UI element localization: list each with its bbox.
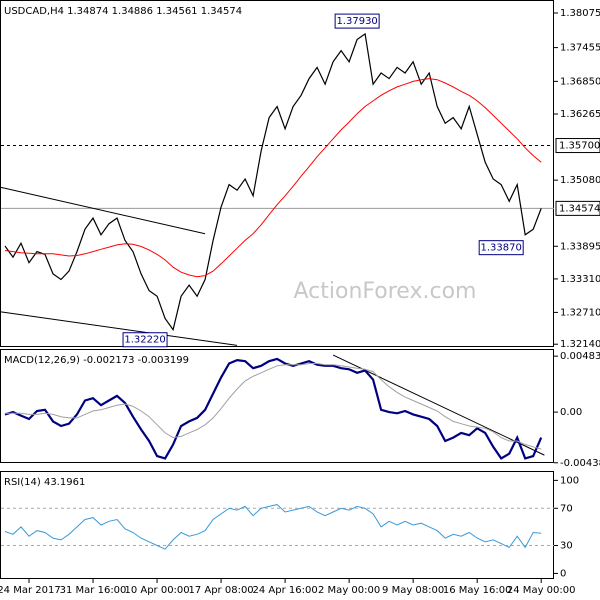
rsi-panel xyxy=(0,471,554,579)
x-tick-label: 10 Apr 00:00 xyxy=(124,585,189,596)
level-label: 1.34574 xyxy=(559,203,600,214)
y-tick-label: 1.32710 xyxy=(560,307,600,318)
x-tick-label: 24 Mar 2017 xyxy=(0,585,61,596)
y-tick-label: 1.35080 xyxy=(560,175,600,186)
x-tick-label: 16 May 16:00 xyxy=(443,585,512,596)
panel-title: MACD(12,26,9) -0.002173 -0.003199 xyxy=(4,355,189,366)
level-label-box xyxy=(555,200,600,216)
x-tick-label: 17 Apr 08:00 xyxy=(188,585,253,596)
y-tick-label: 100 xyxy=(560,475,579,486)
annotation-box xyxy=(478,240,524,256)
y-tick-label: 1.36265 xyxy=(560,109,600,120)
y-tick-label: 0 xyxy=(560,568,566,579)
y-tick-label: 1.33310 xyxy=(560,274,600,285)
y-tick-label: 1.36850 xyxy=(560,76,600,87)
panel-title: RSI(14) 43.1961 xyxy=(4,477,85,488)
y-tick-label: 1.37455 xyxy=(560,43,600,54)
y-tick-label: 1.33895 xyxy=(560,241,600,252)
y-tick-label: 70 xyxy=(560,503,573,514)
level-label: 1.35700 xyxy=(559,141,600,152)
x-tick-label: 2 May 00:00 xyxy=(318,585,380,596)
y-tick-label: -0.004381 xyxy=(560,458,600,469)
macd-panel xyxy=(0,349,554,463)
trendline xyxy=(332,354,545,456)
annotation-label: 1.37930 xyxy=(336,16,377,27)
annotation-box xyxy=(122,332,168,348)
watermark: ActionForex.com xyxy=(294,279,477,304)
y-tick-label: 1.38075 xyxy=(560,8,600,19)
y-tick-label: 0.00 xyxy=(560,407,582,418)
y-tick-label: 1.32140 xyxy=(560,339,600,350)
trendline xyxy=(0,186,206,235)
series-line xyxy=(4,357,543,460)
trendline xyxy=(0,311,238,346)
series-line xyxy=(4,32,542,332)
x-tick-label: 31 Mar 16:00 xyxy=(60,585,127,596)
annotation-box xyxy=(334,13,380,29)
y-tick-label: 30 xyxy=(560,541,573,552)
y-tick-label: 0.004839 xyxy=(560,351,600,362)
annotation-label: 1.33870 xyxy=(481,243,522,254)
series-line xyxy=(4,78,542,278)
series-line xyxy=(4,504,542,550)
x-tick-label: 24 May 00:00 xyxy=(507,585,576,596)
level-label-box xyxy=(555,138,600,154)
price-panel xyxy=(0,0,554,347)
series-line xyxy=(5,363,542,450)
x-tick-label: 9 May 08:00 xyxy=(382,585,444,596)
panel-title: USDCAD,H4 1.34874 1.34886 1.34561 1.3457… xyxy=(4,6,242,17)
annotation-label: 1.32220 xyxy=(124,335,165,346)
x-tick-label: 24 Apr 16:00 xyxy=(253,585,318,596)
